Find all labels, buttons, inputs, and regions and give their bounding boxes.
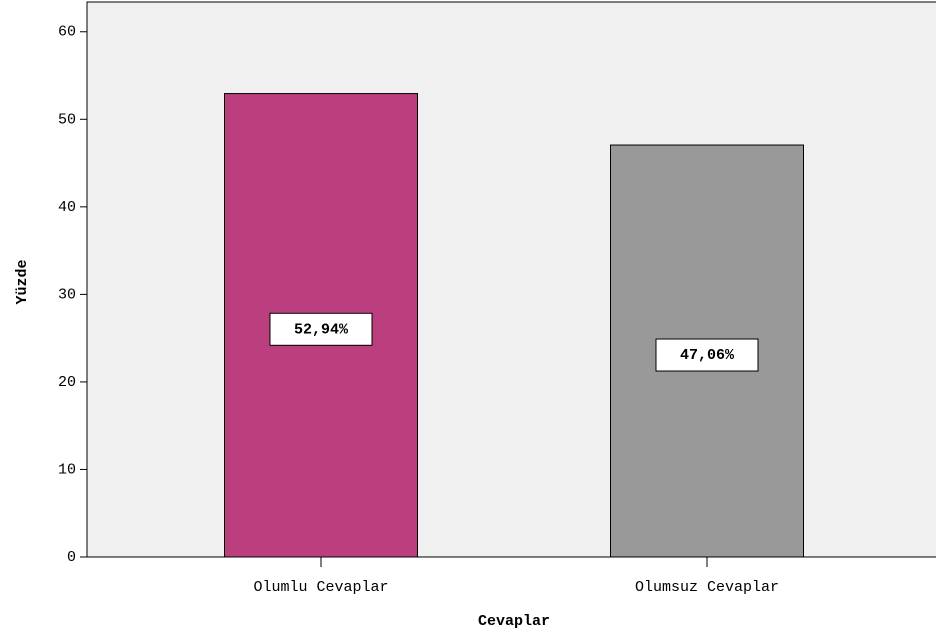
y-tick-label: 20 xyxy=(58,374,76,391)
value-label-box xyxy=(655,338,759,372)
value-label: 47,06% xyxy=(680,347,735,364)
x-tick-label: Olumlu Cevaplar xyxy=(253,579,388,596)
x-tick-label: Olumsuz Cevaplar xyxy=(635,579,779,596)
value-label-box xyxy=(269,312,373,346)
plot-area xyxy=(86,1,936,558)
y-tick-label: 10 xyxy=(58,461,76,478)
y-tick-label: 30 xyxy=(58,286,76,303)
x-axis-label: Cevaplar xyxy=(478,613,550,630)
y-tick-label: 40 xyxy=(58,199,76,216)
y-tick-label: 50 xyxy=(58,111,76,128)
y-axis-label: Yüzde xyxy=(14,259,31,304)
y-tick-label: 0 xyxy=(67,549,76,566)
value-label: 52,94% xyxy=(294,321,349,338)
y-tick-label: 60 xyxy=(58,24,76,41)
